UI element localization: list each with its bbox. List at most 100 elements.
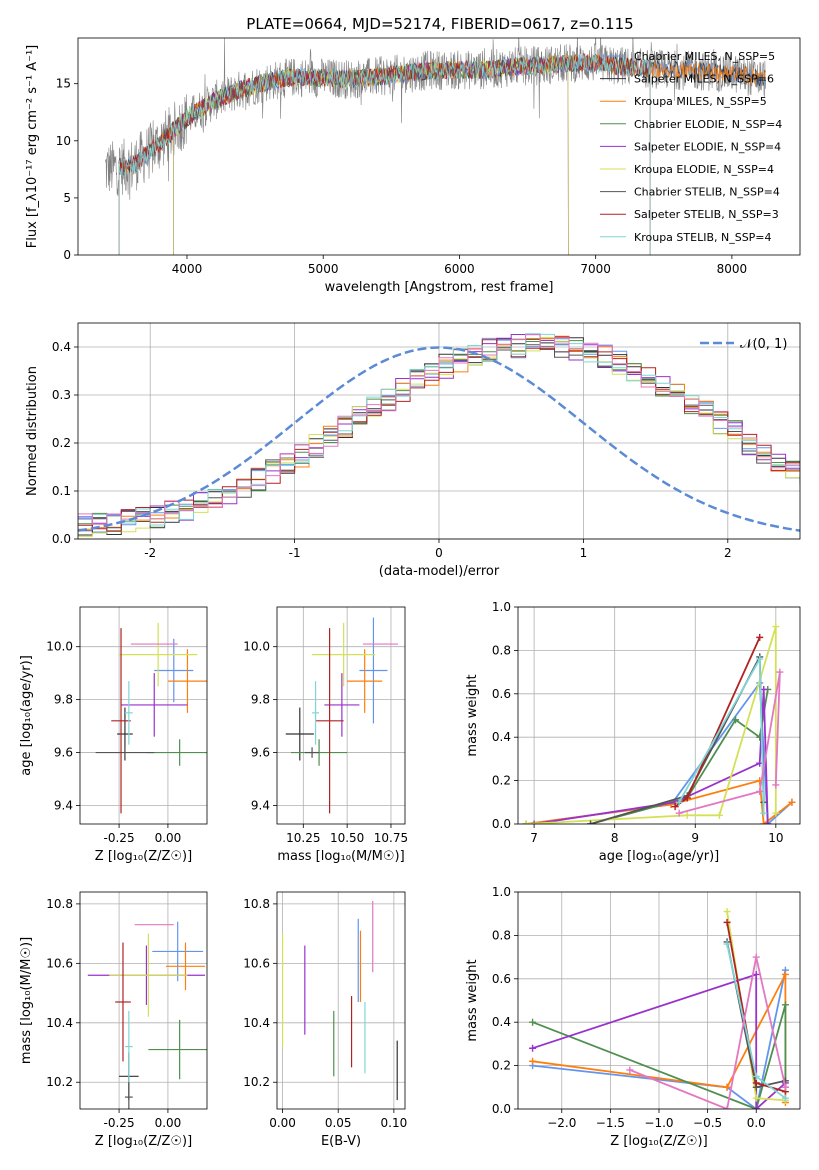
y-axis-label: Normed distribution	[25, 366, 40, 496]
mass-weight-marker	[529, 1044, 537, 1052]
y-tick-label: 0.3	[52, 388, 71, 402]
x-tick-label: −2.0	[547, 1116, 576, 1130]
y-tick-label: 1.0	[492, 600, 511, 614]
y-tick-label: 9.4	[54, 798, 73, 812]
x-tick-label: 5000	[308, 262, 339, 276]
axes-frame	[276, 891, 406, 1110]
plot-area	[87, 921, 207, 1109]
y-tick-label: 0.6	[492, 687, 511, 701]
y-tick-label: 10.2	[46, 1075, 73, 1089]
x-axis-label: Z [log₁₀(Z/Z☉)]	[95, 1134, 192, 1149]
y-tick-label: 10.0	[46, 640, 73, 654]
axes-mass_vs_Z: -0.25 0.00 10.2 10.4 10.6 10.8 Z [log₁₀(Z/Z☉)]…	[19, 891, 208, 1149]
plot-area	[104, 38, 766, 255]
x-tick-label: -0.25	[104, 831, 135, 845]
mass-weight-line-kroupa_elodie	[526, 626, 777, 824]
mass-weight-marker	[752, 953, 760, 961]
mass-weight-line-pink	[678, 671, 781, 814]
x-tick-label: -2	[144, 546, 156, 560]
mass-weight-marker	[781, 1083, 789, 1091]
gridlines	[80, 607, 207, 824]
plot-area	[285, 617, 398, 814]
axes-frame	[77, 322, 801, 540]
mass-weight-marker	[626, 1066, 634, 1074]
x-axis-label: age [log₁₀(age/yr)]	[599, 849, 720, 864]
y-tick-label: 0	[63, 248, 71, 262]
model-spectrum-chabrier_stelib	[118, 54, 651, 255]
mass-weight-marker	[772, 623, 780, 631]
x-tick-label: 0.00	[269, 1116, 296, 1130]
y-tick-label: 15	[56, 77, 71, 91]
x-tick-label: −1.0	[644, 1116, 673, 1130]
x-axis-label: E(B-V)	[321, 1134, 361, 1149]
mass-weight-marker	[683, 811, 691, 819]
y-tick-label: 0.1	[52, 484, 71, 498]
mass-weight-marker	[683, 794, 691, 802]
y-tick-label: 9.6	[251, 746, 270, 760]
mass-weight-marker	[752, 1079, 760, 1087]
mass-weight-marker	[723, 918, 731, 926]
axes-frame	[517, 606, 801, 825]
mass-weight-line-pink	[629, 956, 787, 1109]
x-tick-label: 10.25	[286, 831, 320, 845]
x-tick-label: −1.5	[596, 1116, 625, 1130]
axes-mass_vs_ebv: 0.00 0.05 0.10 10.2 10.4 10.6 10.8 E(B-V)	[243, 891, 407, 1149]
mass-weight-marker	[760, 820, 768, 824]
y-axis-label: age [log₁₀(age/yr)]	[19, 655, 34, 776]
legend-entry: Chabrier MILES, N_SSP=5	[634, 50, 775, 63]
mass-weight-marker	[587, 820, 595, 824]
x-tick-label: 0	[435, 546, 443, 560]
y-axis-label: Flux [f_λ10⁻¹⁷ erg cm⁻² s⁻¹ A⁻¹]	[25, 45, 40, 249]
x-tick-label: 4000	[172, 262, 203, 276]
axes-massweight_vs_age: 7 8 9 10 0.0 0.2 0.4 0.6 0.8 1.0 age [log₁₀(age/yr…	[465, 600, 801, 864]
plot-area	[529, 908, 789, 1109]
x-tick-label: -1	[289, 546, 301, 560]
y-tick-label: 0.2	[492, 774, 511, 788]
y-tick-label: 0.8	[492, 643, 511, 657]
mass-weight-marker	[752, 1072, 760, 1080]
x-tick-label: 7000	[580, 262, 611, 276]
residual-histogram-pink	[78, 334, 800, 525]
mass-weight-line-chabrier_miles	[532, 969, 787, 1109]
mass-weight-marker	[760, 809, 768, 817]
mass-weight-marker	[675, 809, 683, 817]
y-tick-label: 0.0	[492, 817, 511, 831]
axes-spectrum: 4000 5000 6000 7000 8000 0 5 10 15 wavelength [An…	[25, 37, 801, 295]
mass-weight-marker	[788, 798, 796, 806]
y-tick-label: 0.4	[492, 730, 511, 744]
legend-entry: Salpeter MILES, N_SSP=6	[634, 73, 774, 86]
model-spectrum-kroupa_stelib	[118, 54, 651, 255]
axes-age_vs_mass: 10.25 10.50 10.75 9.4 9.6 9.8 10.0 mass [log₁₀(…	[243, 606, 408, 864]
y-tick-label: 0.2	[492, 1059, 511, 1073]
plot-area	[95, 622, 207, 814]
mass-weight-marker	[723, 1083, 731, 1091]
y-axis-label: mass weight	[465, 959, 480, 1041]
y-tick-label: 0.6	[492, 972, 511, 986]
x-tick-label: −0.5	[693, 1116, 722, 1130]
x-axis-label: wavelength [Angstrom, rest frame]	[325, 280, 554, 295]
y-tick-label: 0.0	[52, 532, 71, 546]
legend-entry: Kroupa MILES, N_SSP=5	[634, 95, 767, 108]
x-tick-label: 0.00	[155, 1116, 182, 1130]
y-tick-label: 5	[63, 191, 71, 205]
mass-weight-marker	[715, 811, 723, 819]
mass-weight-marker	[781, 970, 789, 978]
x-tick-label: 2	[724, 546, 732, 560]
mass-weight-marker	[756, 655, 764, 663]
plot-area	[281, 900, 398, 1101]
mass-weight-marker	[752, 1094, 760, 1102]
axes-frame	[276, 606, 406, 825]
mass-weight-line-salpeter_elodie	[532, 973, 786, 1109]
y-tick-label: 10.6	[243, 956, 270, 970]
axes-frame	[79, 891, 208, 1110]
y-tick-label: 10.8	[243, 897, 270, 911]
axes-frame	[517, 891, 801, 1110]
x-tick-label: 0.05	[325, 1116, 352, 1130]
x-tick-label: 9	[691, 831, 699, 845]
mass-weight-marker	[772, 781, 780, 789]
mass-weight-marker	[723, 908, 731, 916]
mass-weight-line-chabrier_stelib	[590, 653, 765, 824]
mass-weight-marker	[764, 820, 772, 824]
plot-area	[522, 623, 796, 824]
